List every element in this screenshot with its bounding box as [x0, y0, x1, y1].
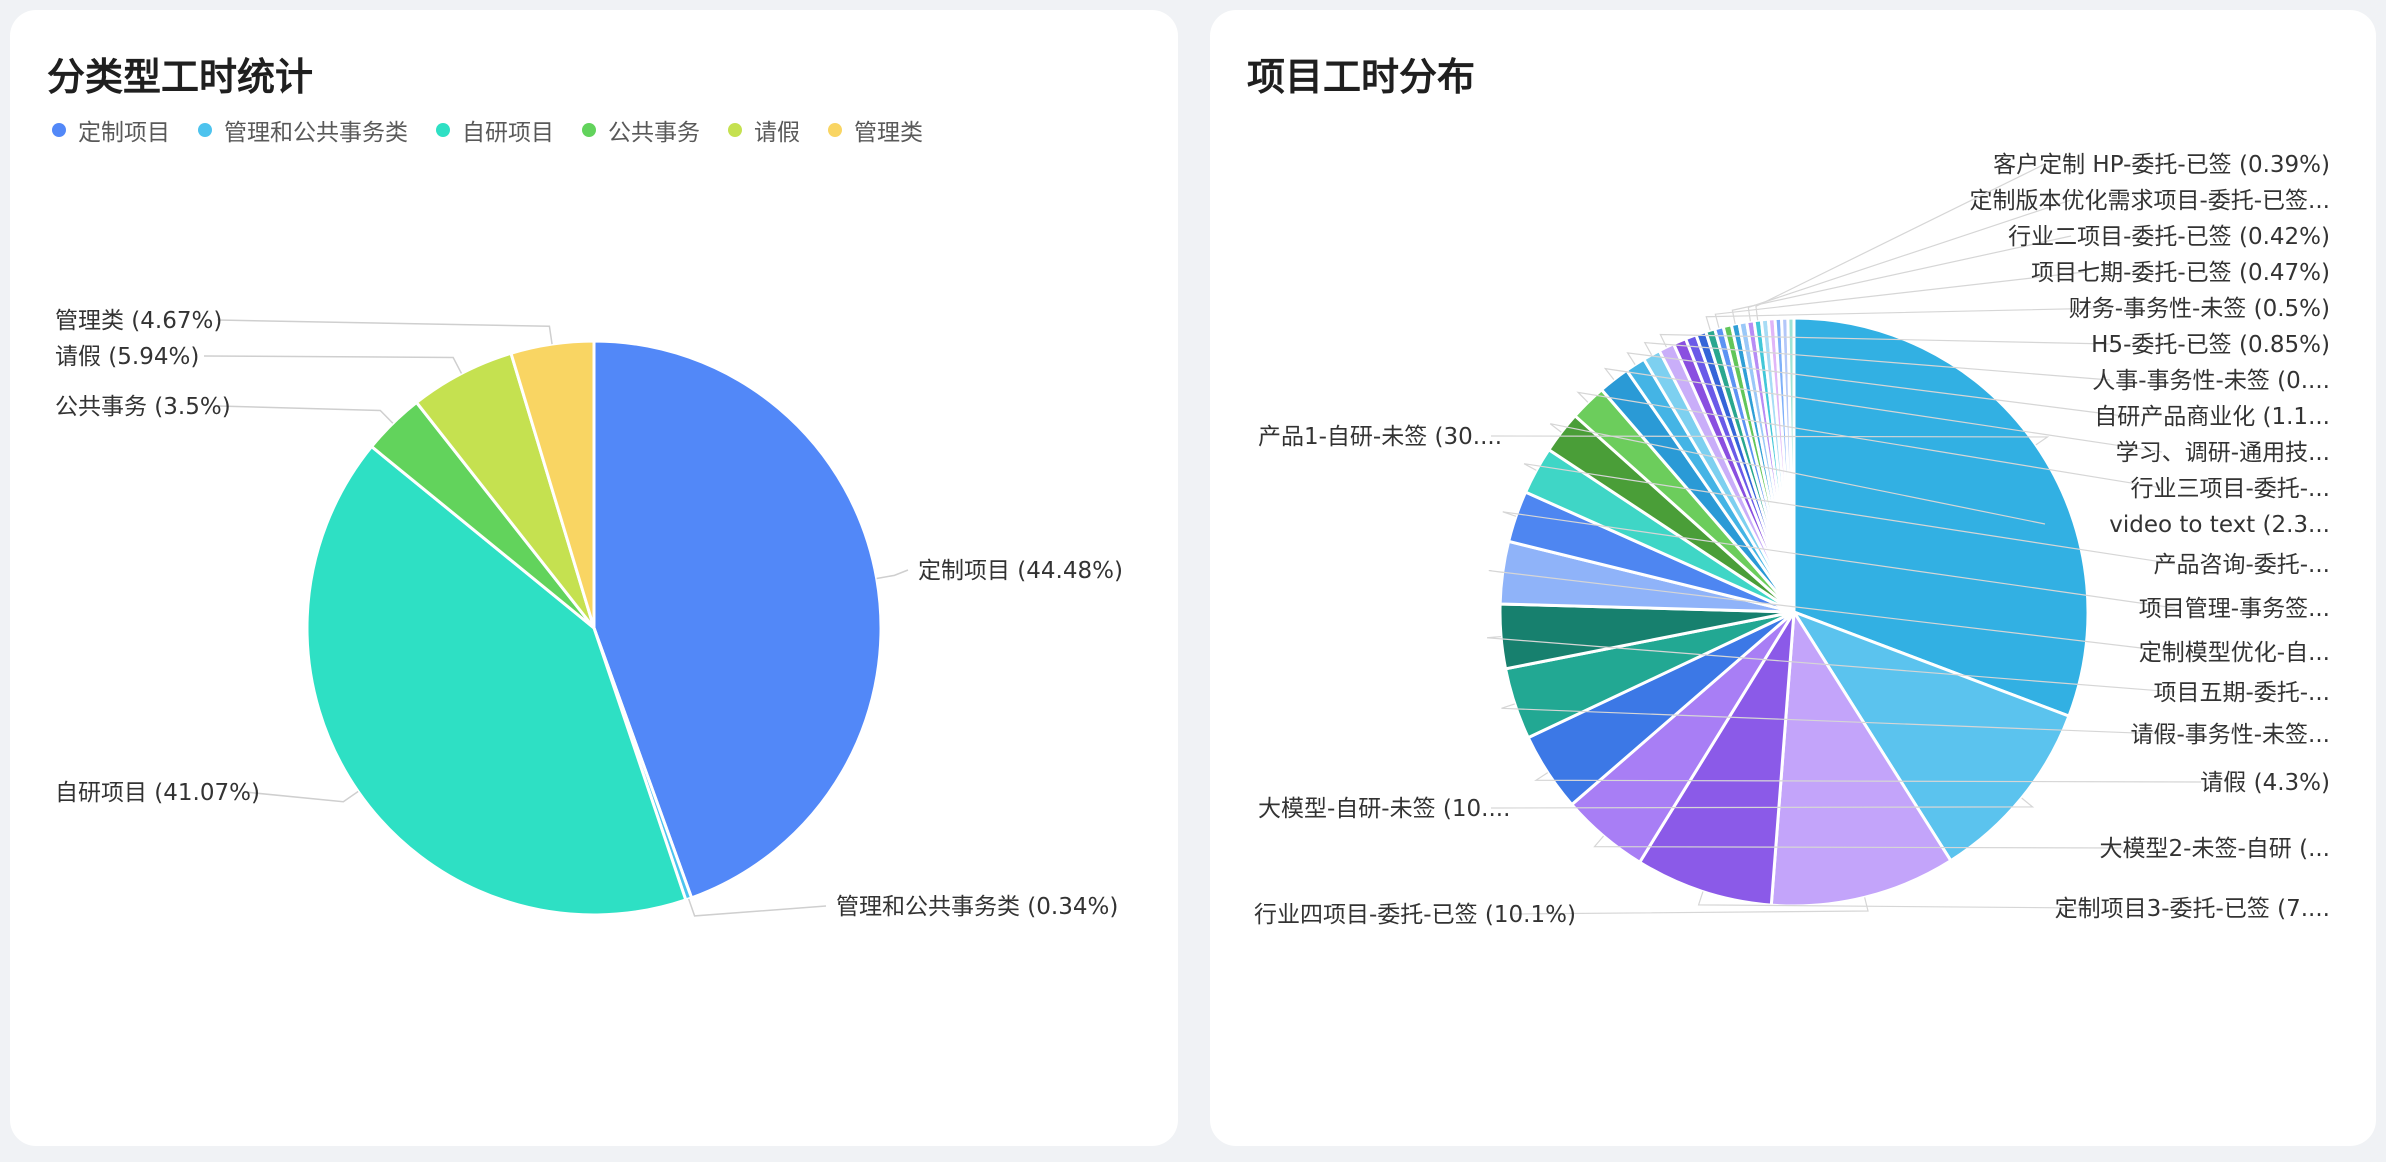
- slice-label: 管理类 (4.67%): [55, 308, 222, 334]
- slice-label: H5-委托-已签 (0.85%): [2091, 332, 2330, 358]
- pie-slice[interactable]: [1637, 611, 1796, 907]
- slice-label: 定制项目3-委托-已签 (7....: [2055, 896, 2330, 922]
- label-leader-line: [217, 319, 553, 345]
- label-leader-line: [1523, 463, 2176, 565]
- legend-label: 公共事务: [608, 120, 700, 146]
- slice-label: 行业二项目-委托-已签 (0.42%): [2008, 224, 2330, 250]
- slice-label: 财务-事务性-未签 (0.5%): [2069, 296, 2330, 322]
- label-leader-line: [687, 898, 827, 917]
- legend-label: 自研项目: [462, 120, 554, 146]
- label-leader-line: [1490, 435, 2050, 446]
- legend-item[interactable]: 管理类: [828, 113, 923, 147]
- label-leader-line: [1714, 271, 2085, 328]
- legend-item[interactable]: 自研项目: [436, 113, 554, 147]
- label-leader-line: [1490, 797, 2035, 809]
- slice-label: 项目管理-事务签...: [2139, 596, 2330, 622]
- label-leader-line: [217, 405, 394, 424]
- slice-label: 定制项目 (44.48%): [918, 558, 1123, 584]
- slice-label: 大模型2-未签-自研 (...: [2100, 836, 2330, 862]
- category-legend: 定制项目 管理和公共事务类 自研项目 公共事务 请假 管理类: [52, 113, 923, 147]
- legend-marker: [52, 123, 66, 137]
- slice-label: 产品咨询-委托-...: [2153, 552, 2330, 578]
- slice-label: 公共事务 (3.5%): [55, 394, 231, 420]
- label-leader-line: [1534, 772, 2202, 783]
- legend-label: 定制项目: [78, 120, 170, 146]
- pie-slice[interactable]: [592, 339, 883, 900]
- pie-slice[interactable]: [305, 444, 688, 917]
- slice-label: 自研项目 (41.07%): [55, 780, 260, 806]
- legend-item[interactable]: 请假: [728, 113, 800, 147]
- label-leader-line: [1487, 635, 2176, 693]
- slice-label: 行业三项目-委托-...: [2130, 476, 2330, 502]
- label-leader-line: [1731, 235, 2072, 325]
- project-hours-title: 项目工时分布: [1247, 55, 1476, 99]
- label-leader-line: [1549, 423, 2046, 525]
- slice-label: 人事-事务性-未签 (0....: [2092, 368, 2330, 394]
- slice-label: 自研产品商业化 (1.1...: [2094, 404, 2330, 430]
- legend-marker: [198, 123, 212, 137]
- label-leader-line: [1512, 897, 1869, 915]
- category-hours-card: 分类型工时统计 定制项目 管理和公共事务类 自研项目 公共事务 请假 管理类: [10, 10, 1178, 1146]
- label-leader-line: [876, 569, 909, 580]
- label-leader-line: [1576, 391, 2163, 489]
- legend-item[interactable]: 定制项目: [52, 113, 170, 147]
- slice-label: 客户定制 HP-委托-已签 (0.39%): [1993, 152, 2330, 178]
- slice-label: 产品1-自研-未签 (30....: [1258, 424, 1502, 450]
- legend-label: 管理类: [854, 120, 923, 146]
- slice-label: 项目七期-委托-已签 (0.47%): [2031, 260, 2330, 286]
- legend-item[interactable]: 公共事务: [582, 113, 700, 147]
- label-leader-line: [1488, 569, 2176, 653]
- category-hours-title: 分类型工时统计: [47, 55, 314, 99]
- label-leader-line: [1705, 307, 2111, 331]
- label-leader-line: [1502, 511, 2176, 609]
- slice-label: 请假 (5.94%): [55, 344, 199, 370]
- legend-marker: [582, 123, 596, 137]
- slice-label: 请假-事务性-未签...: [2130, 722, 2330, 748]
- label-leader-line: [1643, 341, 2111, 381]
- slice-label: 定制版本优化需求项目-委托-已签...: [1969, 188, 2330, 214]
- slice-label: 大模型-自研-未签 (10....: [1258, 796, 1510, 822]
- legend-label: 请假: [754, 120, 800, 146]
- label-leader-line: [1747, 199, 2072, 322]
- label-leader-line: [1659, 333, 2111, 348]
- slice-label: 行业四项目-委托-已签 (10.1%): [1254, 902, 1576, 928]
- label-leader-line: [1755, 163, 2046, 321]
- legend-label: 管理和公共事务类: [224, 120, 408, 146]
- pie-slice[interactable]: [1786, 316, 1796, 613]
- label-leader-line: [1603, 367, 2163, 453]
- label-leader-line: [203, 355, 463, 374]
- slice-label: 项目五期-委托-...: [2153, 680, 2330, 706]
- legend-marker: [728, 123, 742, 137]
- slice-label: 管理和公共事务类 (0.34%): [836, 894, 1118, 920]
- label-leader-line: [1593, 835, 2124, 849]
- pie-slice[interactable]: [509, 339, 596, 629]
- label-leader-line: [1501, 703, 2163, 735]
- label-leader-line: [1626, 352, 2124, 417]
- label-leader-line: [1697, 891, 2085, 909]
- legend-marker: [436, 123, 450, 137]
- slice-label: 请假 (4.3%): [2200, 770, 2330, 796]
- legend-item[interactable]: 管理和公共事务类: [198, 113, 408, 147]
- legend-marker: [828, 123, 842, 137]
- slice-label: video to text (2.3...: [2109, 512, 2330, 538]
- slice-label: 定制模型优化-自...: [2139, 640, 2330, 666]
- label-leader-line: [244, 790, 359, 803]
- slice-label: 学习、调研-通用技...: [2116, 440, 2330, 466]
